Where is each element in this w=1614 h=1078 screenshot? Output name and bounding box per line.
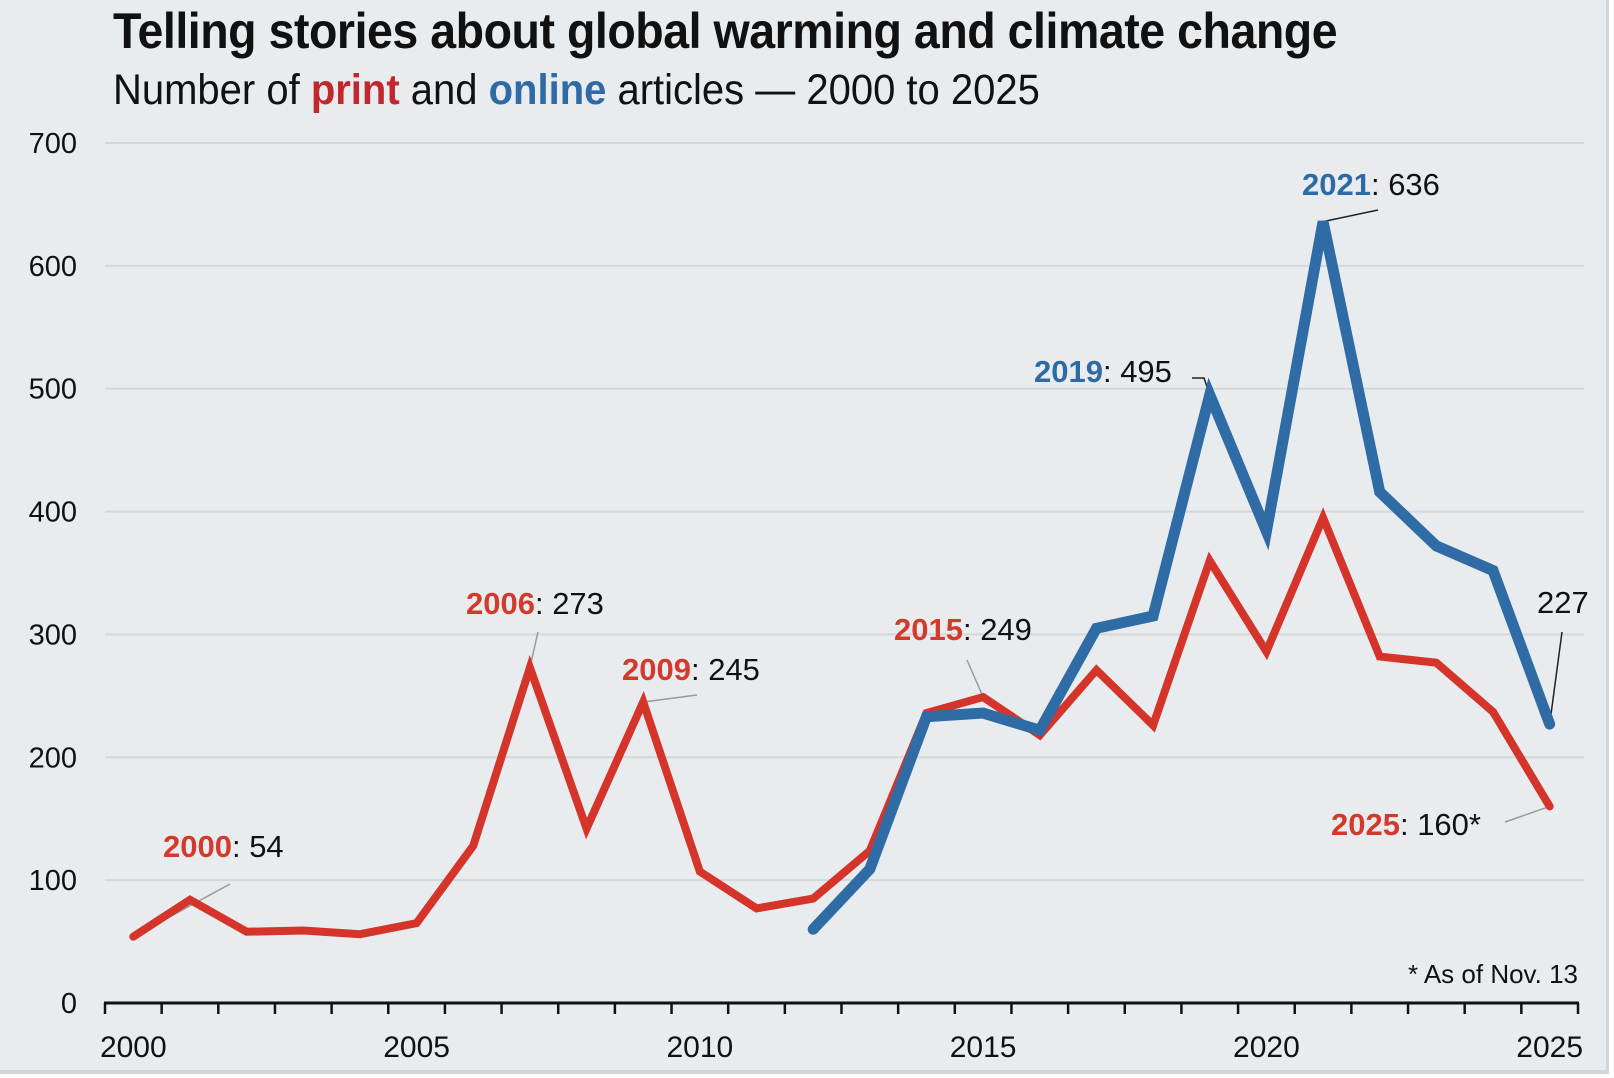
annotation-leader <box>1322 209 1379 223</box>
annotation-value: : 160* <box>1400 807 1481 842</box>
annotation-value: : 249 <box>963 612 1032 647</box>
x-axis: 2000 2005 2010 2015 2020 2025 <box>100 1001 1583 1064</box>
y-axis-labels: 0 100 200 300 400 500 600 700 <box>29 128 77 1020</box>
x-tick-label: 2025 <box>1516 1031 1583 1064</box>
subtitle-prefix: Number of <box>113 66 311 114</box>
series-line-online <box>807 220 1556 935</box>
annotation-label: 2021: 636 <box>1302 167 1440 202</box>
y-tick-label: 300 <box>29 619 77 651</box>
gridlines <box>105 142 1584 882</box>
x-tick-label: 2000 <box>100 1031 167 1064</box>
series-line-print <box>129 507 1554 941</box>
annotation-label: 2025: 160* <box>1331 807 1481 842</box>
series-lines <box>129 220 1556 941</box>
annotation-label: 2019: 495 <box>1034 354 1172 389</box>
x-tick-label: 2010 <box>666 1031 733 1064</box>
chart-title: Telling stories about global warming and… <box>113 3 1338 59</box>
annotation-value: : 495 <box>1103 354 1172 389</box>
annotation-label: 2006: 273 <box>466 586 604 621</box>
footnote: * As of Nov. 13 <box>1408 959 1578 989</box>
annotation-label: 2000: 54 <box>163 829 284 864</box>
legend-print: print <box>310 66 400 114</box>
annotation-leader <box>1504 805 1550 823</box>
annotation-year: 2009 <box>622 652 691 687</box>
annotation-year: 2021 <box>1302 167 1371 202</box>
y-tick-label: 0 <box>61 988 77 1020</box>
annotation-year: 2006 <box>466 586 535 621</box>
legend-online: online <box>488 66 607 114</box>
y-tick-label: 100 <box>29 865 77 897</box>
annotation-label: 2015: 249 <box>894 612 1032 647</box>
annotation-year: 2025 <box>1331 807 1400 842</box>
annotation-label: 227 <box>1537 585 1589 620</box>
subtitle-and: and <box>399 66 489 114</box>
annotation-leader <box>643 694 698 703</box>
y-tick-label: 600 <box>29 251 77 283</box>
subtitle-suffix: articles — 2000 to 2025 <box>606 66 1040 114</box>
annotation-leader <box>1548 631 1563 725</box>
annotation-year: 2000 <box>163 829 232 864</box>
x-tick-label: 2020 <box>1233 1031 1300 1064</box>
y-tick-label: 700 <box>29 128 77 160</box>
annotation-year: 2015 <box>894 612 963 647</box>
annotation-value: : 273 <box>535 586 604 621</box>
annotation-value: 227 <box>1537 585 1589 620</box>
chart-subtitle: Number of print and online articles — 20… <box>113 66 1040 115</box>
annotations: 2000: 54 2006: 273 2009: 245 2015: 249 2019:… <box>163 167 1589 864</box>
annotation-value: : 636 <box>1371 167 1440 202</box>
annotation-value: : 54 <box>232 829 284 864</box>
y-tick-label: 200 <box>29 742 77 774</box>
annotation-value: : 245 <box>691 652 760 687</box>
annotation-year: 2019 <box>1034 354 1103 389</box>
annotation-leader <box>966 659 984 698</box>
x-tick-label: 2015 <box>950 1031 1017 1064</box>
annotation-label: 2009: 245 <box>622 652 760 687</box>
x-tick-label: 2005 <box>383 1031 450 1064</box>
y-tick-label: 500 <box>29 374 77 406</box>
y-tick-label: 400 <box>29 497 77 529</box>
